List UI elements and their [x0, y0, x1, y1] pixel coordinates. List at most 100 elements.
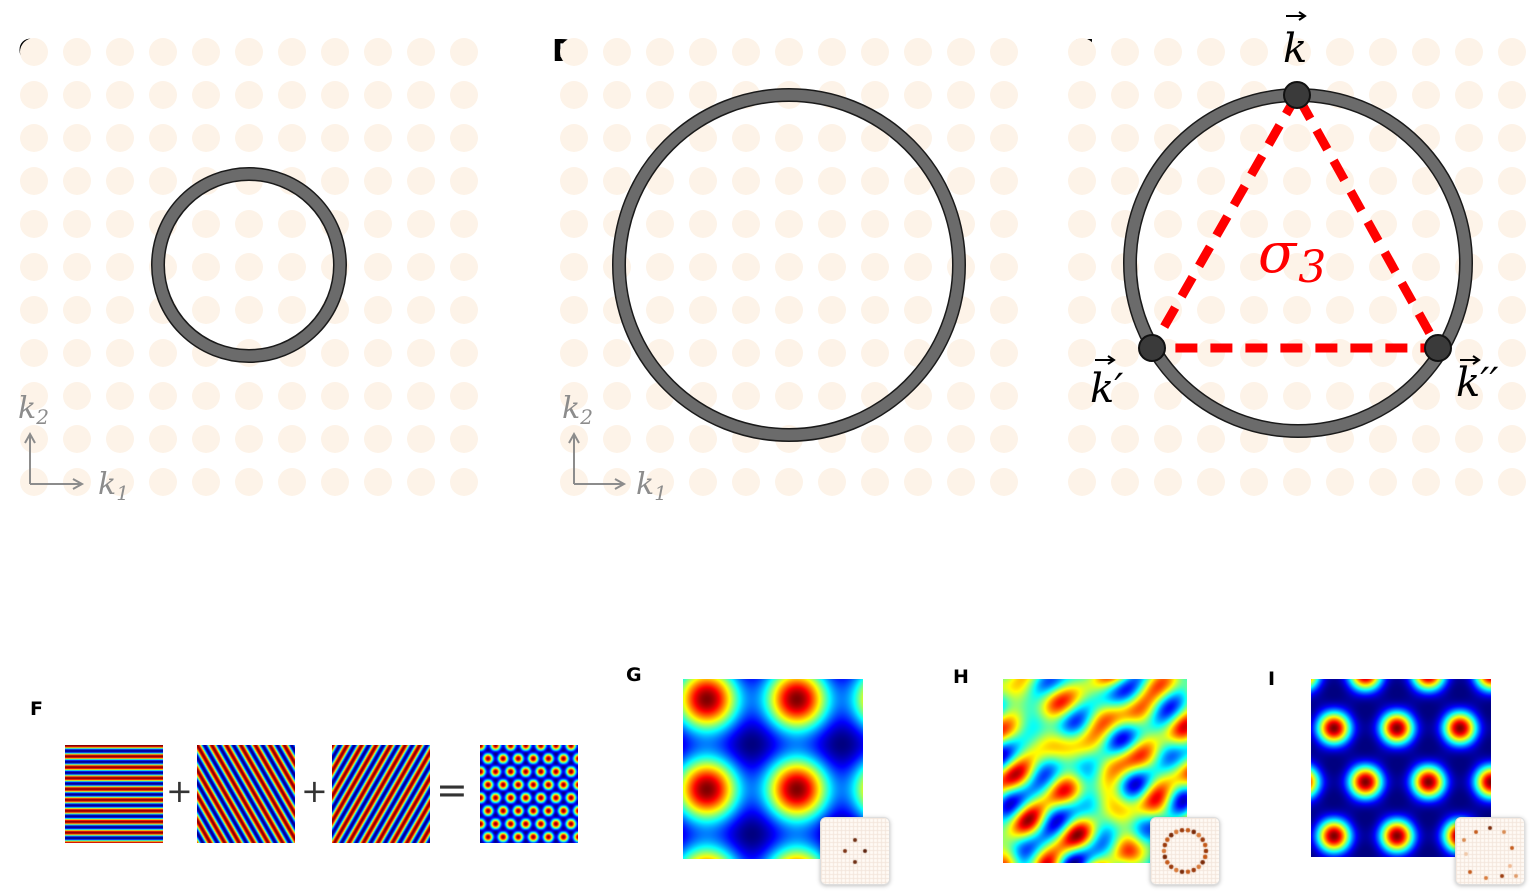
- lattice-diagram-c: k2 k1: [18, 38, 478, 505]
- hexagonal-pattern-sum: [480, 745, 578, 843]
- lattice-dot: [1154, 382, 1182, 410]
- lattice-dot: [560, 296, 588, 324]
- vector-label-k-double-prime: k′′: [1456, 360, 1498, 406]
- lattice-dot: [1326, 124, 1354, 152]
- lattice-dot: [1369, 167, 1397, 195]
- lattice-dot: [450, 425, 478, 453]
- lattice-dot: [1369, 38, 1397, 66]
- lattice-dot: [321, 425, 349, 453]
- lattice-dot: [732, 167, 760, 195]
- lattice-dot: [603, 124, 631, 152]
- lattice-dot: [321, 124, 349, 152]
- lattice-dot: [1455, 124, 1483, 152]
- lattice-dot: [20, 296, 48, 324]
- lattice-dot: [63, 124, 91, 152]
- lattice-dot: [1369, 468, 1397, 496]
- lattice-dot: [904, 81, 932, 109]
- lattice-dot: [689, 81, 717, 109]
- lattice-dot: [450, 210, 478, 238]
- lattice-dot: [646, 38, 674, 66]
- lattice-dot: [321, 339, 349, 367]
- lattice-dot: [407, 81, 435, 109]
- lattice-dot: [1197, 81, 1225, 109]
- lattice-dot: [149, 124, 177, 152]
- lattice-dot: [560, 167, 588, 195]
- lattice-dot: [1240, 210, 1268, 238]
- lattice-dot: [560, 339, 588, 367]
- lattice-dot: [1498, 210, 1526, 238]
- lattice-dot: [947, 81, 975, 109]
- panel-c: C k2 k1: [0, 0, 520, 520]
- lattice-dot: [235, 382, 263, 410]
- lattice-dot: [278, 253, 306, 281]
- panel-label-f: F: [30, 698, 43, 720]
- lattice-dot: [149, 81, 177, 109]
- plus-sign-2: +: [301, 772, 328, 810]
- lattice-dot: [20, 124, 48, 152]
- lattice-dot: [278, 382, 306, 410]
- lattice-dot: [732, 253, 760, 281]
- lattice-dot: [1111, 339, 1139, 367]
- lattice-dot: [775, 210, 803, 238]
- ring-d: [613, 89, 965, 441]
- vector-label-k-prime: k′: [1090, 366, 1123, 412]
- lattice-dot: [904, 253, 932, 281]
- lattice-dot: [1197, 339, 1225, 367]
- lattice-dot: [407, 167, 435, 195]
- lattice-dot: [1498, 124, 1526, 152]
- lattice-dot: [1111, 382, 1139, 410]
- lattice-dot: [450, 38, 478, 66]
- lattice-dot: [818, 468, 846, 496]
- lattice-dot: [1283, 210, 1311, 238]
- lattice-dot: [20, 339, 48, 367]
- lattice-dot: [818, 38, 846, 66]
- lattice-dot: [818, 124, 846, 152]
- lattice-diagram-d: k2 k1: [560, 38, 1018, 505]
- lattice-dot: [1283, 253, 1311, 281]
- axis-label-k1-c: k1: [98, 467, 129, 505]
- wave-pattern-diagonal-2: [332, 745, 430, 843]
- lattice-dot: [235, 468, 263, 496]
- spectrum-inset-g: [820, 817, 890, 885]
- lattice-dot: [192, 296, 220, 324]
- lattice-dot: [1326, 253, 1354, 281]
- lattice-dot: [1412, 38, 1440, 66]
- lattice-dot: [450, 339, 478, 367]
- lattice-dot: [947, 124, 975, 152]
- lattice-dot: [947, 339, 975, 367]
- lattice-dot: [1498, 468, 1526, 496]
- lattice-dot: [1455, 167, 1483, 195]
- lattice-dot: [689, 296, 717, 324]
- lattice-dot: [1455, 382, 1483, 410]
- lattice-dot: [1369, 81, 1397, 109]
- lattice-dot: [1455, 38, 1483, 66]
- lattice-dot: [904, 468, 932, 496]
- lattice-dot: [775, 167, 803, 195]
- lattice-dot: [689, 167, 717, 195]
- lattice-dot: [63, 339, 91, 367]
- lattice-dot: [818, 382, 846, 410]
- lattice-dot: [1326, 210, 1354, 238]
- lattice-dot: [1068, 124, 1096, 152]
- lattice-dot: [1498, 425, 1526, 453]
- lattice-dot: [364, 167, 392, 195]
- lattice-dot: [106, 81, 134, 109]
- lattice-dot: [1498, 339, 1526, 367]
- lattice-dot: [364, 124, 392, 152]
- lattice-dot: [364, 296, 392, 324]
- lattice-dot: [732, 468, 760, 496]
- lattice-dot: [990, 339, 1018, 367]
- lattice-dot: [278, 296, 306, 324]
- lattice-dot: [235, 210, 263, 238]
- ring-c: [152, 168, 346, 362]
- lattice-dot: [904, 425, 932, 453]
- lattice-dot: [732, 38, 760, 66]
- lattice-dot: [364, 253, 392, 281]
- lattice-dot: [450, 382, 478, 410]
- lattice-dot: [192, 124, 220, 152]
- lattice-dot: [861, 81, 889, 109]
- lattice-dot: [732, 210, 760, 238]
- lattice-dot: [1111, 81, 1139, 109]
- lattice-dot: [321, 382, 349, 410]
- lattice-dot: [1068, 425, 1096, 453]
